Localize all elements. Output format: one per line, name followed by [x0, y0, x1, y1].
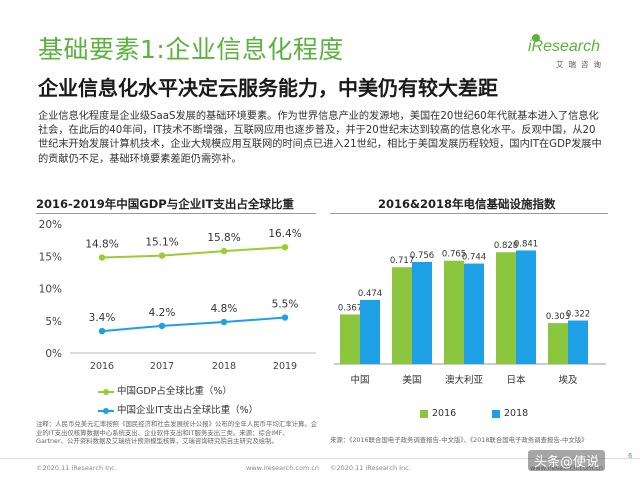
page-number: 6 — [628, 452, 633, 460]
bar-data-label: 0.474 — [358, 289, 382, 299]
legend-it-label: 中国企业IT支出占全球比重（%） — [117, 405, 259, 416]
page-subtitle: 企业信息化水平决定云服务能力，中美仍有较大差距 — [38, 76, 498, 100]
bar-data-label: 0.322 — [566, 310, 590, 320]
intro-paragraph: 企业信息化程度是企业级SaaS发展的基础环境要素。作为世界信息产业的发源地，美国… — [38, 111, 602, 165]
legend-it: 中国企业IT支出占全球比重（%） — [98, 402, 258, 416]
bar-data-label: 0.756 — [410, 251, 434, 261]
bar — [548, 323, 568, 364]
line-data-label: 15.1% — [145, 237, 178, 249]
bar-data-label: 0.841 — [514, 239, 538, 249]
line-point — [158, 322, 166, 330]
line-data-label: 14.8% — [85, 239, 118, 251]
bar-category-label: 澳大利亚 — [445, 374, 484, 386]
logo-cn-text: 艾瑞咨询 — [556, 60, 606, 69]
line-y-tick-label: 0% — [45, 348, 62, 360]
line-point — [98, 327, 106, 335]
line-data-label: 4.8% — [211, 303, 238, 315]
legend-2018-swatch-icon — [492, 409, 500, 418]
line-data-label: 3.4% — [89, 312, 116, 324]
line-data-label: 16.4% — [268, 228, 301, 240]
line-x-tick-label: 2019 — [273, 361, 297, 372]
watermark: 头条@使说 — [528, 450, 606, 471]
line-point — [281, 314, 289, 321]
page-title: 基础要素1:企业信息化程度 — [38, 35, 344, 64]
line-point — [281, 244, 289, 251]
line-y-tick-label: 10% — [39, 284, 62, 296]
line-y-tick-label: 20% — [39, 219, 62, 231]
bar-data-label: 0.765 — [442, 250, 466, 260]
bar — [392, 267, 412, 364]
bar-data-label: 0.828 — [494, 241, 518, 251]
legend-gdp-label: 中国GDP占全球比重（%） — [117, 386, 232, 397]
bar — [444, 260, 464, 364]
footer-divider — [0, 458, 640, 459]
bar — [568, 320, 588, 364]
line-point — [158, 252, 166, 259]
legend-2016: 2016 — [420, 408, 456, 419]
line-data-label: 4.2% — [149, 307, 176, 319]
line-point — [98, 254, 106, 261]
footer-right-url: www.iresearch.com.cn — [530, 464, 604, 472]
line-x-tick-label: 2016 — [90, 361, 114, 372]
line-series-0 — [101, 246, 286, 259]
logo-text: iResearch — [528, 38, 601, 55]
bar — [516, 250, 536, 364]
legend-gdp: 中国GDP占全球比重（%） — [98, 383, 232, 397]
bar-category-label: 美国 — [402, 374, 421, 386]
line-series-1 — [101, 316, 286, 333]
bar — [464, 263, 484, 364]
bar — [496, 252, 516, 364]
right-chart-rule — [330, 213, 608, 214]
left-chart-rule — [36, 213, 316, 214]
bar-category-label: 埃及 — [558, 374, 578, 386]
legend-2016-label: 2016 — [432, 408, 457, 419]
bar-data-label: 0.367 — [338, 303, 362, 313]
footer-right-copyright: ©2020.11 iResearch Inc. — [330, 464, 411, 472]
legend-2018-label: 2018 — [504, 408, 529, 419]
legend-it-marker-icon — [98, 407, 114, 414]
legend-2018: 2018 — [492, 408, 528, 419]
footer-left-copyright: ©2020.11 iResearch Inc. — [36, 464, 117, 472]
legend-gdp-marker-icon — [98, 388, 114, 395]
bar-data-label: 0.717 — [390, 256, 414, 266]
bar-data-label: 0.744 — [462, 253, 486, 263]
bar-category-label: 日本 — [506, 374, 526, 386]
left-note: 注释：人民币兑美元汇率按照《国民经济和社会发展统计公报》公布的全年人民币平均汇率… — [36, 420, 318, 446]
line-data-label: 5.5% — [272, 299, 299, 311]
logo-dot-icon — [532, 34, 540, 42]
bar — [340, 314, 360, 364]
line-y-tick-label: 5% — [45, 316, 62, 328]
bar-category-label: 中国 — [350, 374, 369, 386]
line-point — [220, 247, 228, 255]
right-chart-title: 2016&2018年电信基础设施指数 — [378, 197, 556, 211]
bar — [412, 261, 432, 364]
line-x-tick-label: 2018 — [212, 361, 236, 372]
bar — [360, 300, 380, 364]
line-point — [220, 318, 228, 326]
line-y-tick-label: 15% — [39, 251, 62, 263]
line-x-tick-label: 2017 — [150, 361, 174, 372]
bar-data-label: 0.303 — [546, 312, 570, 322]
left-chart-title: 2016-2019年中国GDP与企业IT支出占全球比重 — [36, 197, 294, 211]
legend-2016-swatch-icon — [420, 409, 428, 418]
right-note: 来源：《2016联合国电子政务调查报告-中文版》、《2018联合国电子政务调查报… — [330, 436, 588, 444]
footer-left-url: www.iresearch.com.cn — [246, 464, 320, 472]
line-data-label: 15.8% — [207, 232, 240, 244]
